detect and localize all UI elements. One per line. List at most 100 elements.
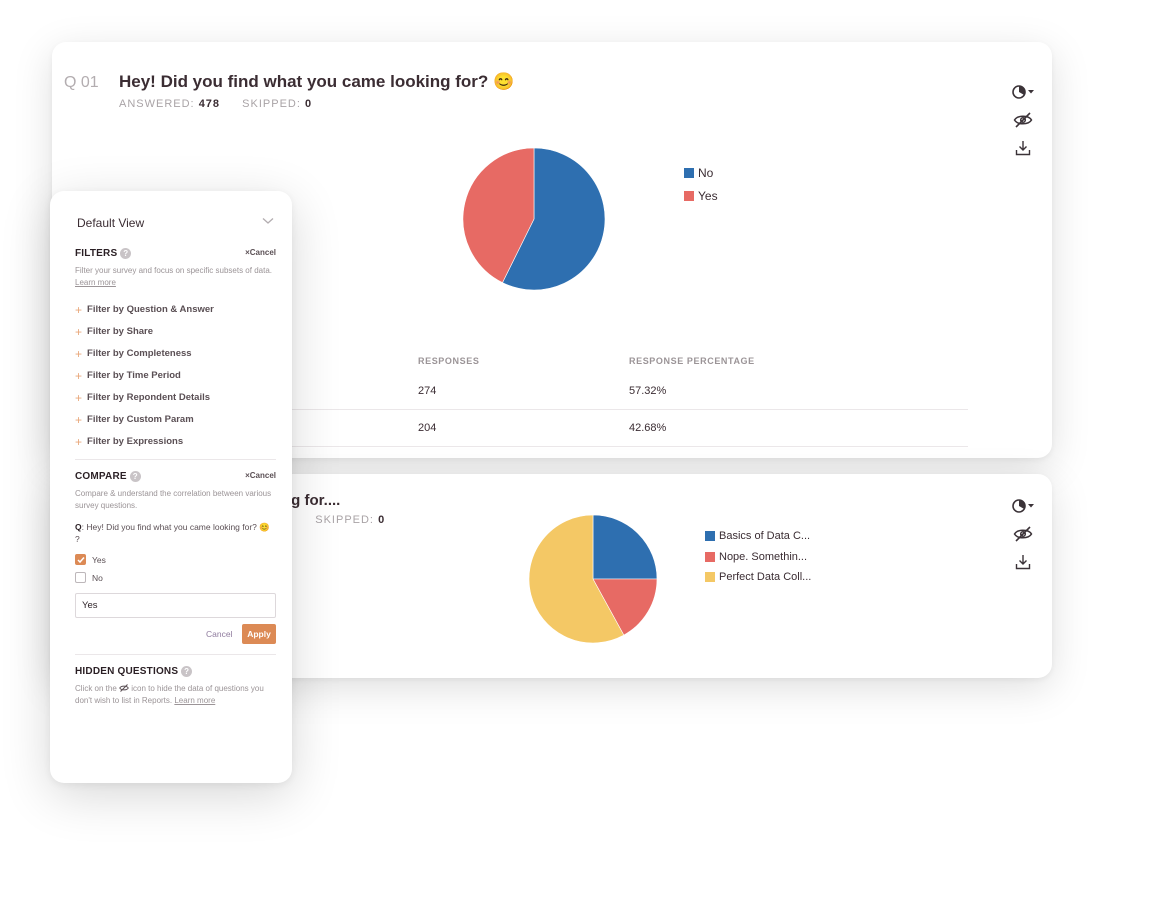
- filter-item[interactable]: + Filter by Share: [75, 324, 154, 339]
- hidden-desc-post: icon to hide the data of questions you d…: [75, 684, 264, 705]
- chart-toolbar: [1010, 492, 1036, 576]
- hide-icon: [1013, 526, 1033, 542]
- chart-type-icon: [1012, 499, 1034, 513]
- hide-question-button[interactable]: [1010, 106, 1036, 134]
- pie-slice-yes[interactable]: [463, 148, 535, 284]
- legend-label: No: [698, 165, 714, 180]
- chart-type-button[interactable]: [1010, 78, 1036, 106]
- help-icon[interactable]: ?: [120, 248, 132, 259]
- table-row: 204 42.68%: [292, 410, 968, 447]
- option-no[interactable]: No: [75, 572, 103, 583]
- download-icon: [1015, 141, 1031, 156]
- row-percentage: 42.68%: [629, 422, 667, 434]
- plus-icon: +: [75, 346, 83, 361]
- checkbox-unchecked[interactable]: [75, 572, 86, 583]
- legend-item[interactable]: Basics of Data C...: [705, 526, 811, 547]
- legend-item[interactable]: Nope. Somethin...: [705, 547, 811, 568]
- skipped-label: SKIPPED:: [242, 98, 301, 110]
- download-button[interactable]: [1010, 134, 1036, 162]
- check-icon: [76, 556, 85, 563]
- filter-item[interactable]: + Filter by Completeness: [75, 346, 192, 361]
- filters-title: FILTERS: [75, 248, 118, 259]
- question-number: Q 01: [64, 74, 99, 91]
- hidden-desc-pre: Click on the: [75, 684, 117, 693]
- filter-panel: Default View FILTERS ? ×Cancel Filter yo…: [50, 191, 292, 783]
- skipped-count: 0: [378, 514, 386, 526]
- filter-label: Filter by Completeness: [87, 348, 192, 359]
- plus-icon: +: [75, 434, 83, 449]
- divider: [75, 654, 276, 655]
- pie-chart-2: [529, 515, 658, 644]
- answer-input[interactable]: Yes: [75, 593, 276, 618]
- filters-cancel-link[interactable]: ×Cancel: [245, 248, 276, 257]
- hidden-questions-heading: HIDDEN QUESTIONS ?: [75, 666, 193, 677]
- chart-type-button[interactable]: [1010, 492, 1036, 520]
- question-stats: ANSWERED: 478 SKIPPED: 0: [119, 98, 312, 110]
- filter-item[interactable]: + Filter by Repondent Details: [75, 390, 211, 405]
- filter-label: Filter by Time Period: [87, 370, 181, 381]
- compare-cancel-link[interactable]: ×Cancel: [245, 471, 276, 480]
- pie-slice-nope-somethin[interactable]: [592, 578, 658, 636]
- cancel-button[interactable]: Cancel: [206, 629, 233, 639]
- legend-swatch: [705, 551, 715, 562]
- hide-question-button[interactable]: [1010, 520, 1036, 548]
- table-header-percentage: RESPONSE PERCENTAGE: [629, 356, 755, 366]
- view-selector[interactable]: Default View: [77, 216, 145, 230]
- filter-label: Filter by Expressions: [87, 436, 184, 447]
- hide-icon: [119, 684, 129, 692]
- legend-item[interactable]: Perfect Data Coll...: [705, 567, 811, 588]
- legend-item[interactable]: No: [684, 161, 718, 184]
- option-label: Yes: [92, 554, 106, 565]
- filters-desc-text: Filter your survey and focus on specific…: [75, 266, 272, 275]
- filter-item[interactable]: + Filter by Expressions: [75, 434, 184, 449]
- row-responses: 274: [418, 385, 437, 397]
- chart-legend-2: Basics of Data C... Nope. Somethin... Perf…: [705, 526, 811, 588]
- plus-icon: +: [75, 302, 83, 317]
- filter-label: Filter by Custom Param: [87, 414, 194, 425]
- question-title: Hey! Did you find what you came looking …: [119, 72, 515, 91]
- compare-title: COMPARE: [75, 471, 127, 482]
- answered-count: 478: [198, 98, 221, 110]
- pie-slice-basics-of-data-c[interactable]: [592, 515, 658, 580]
- chart-type-icon: [1012, 85, 1034, 99]
- question-stats: 3 SKIPPED: 0: [286, 514, 385, 526]
- filter-item[interactable]: + Filter by Question & Answer: [75, 302, 214, 317]
- legend-swatch: [705, 531, 715, 542]
- plus-icon: +: [75, 390, 83, 405]
- hide-icon: [1013, 112, 1033, 128]
- checkbox-checked[interactable]: [75, 554, 86, 565]
- row-responses: 204: [418, 422, 437, 434]
- apply-button[interactable]: Apply: [242, 624, 276, 644]
- filters-heading: FILTERS ?: [75, 248, 132, 259]
- filter-label: Filter by Share: [87, 326, 154, 337]
- question-title: ng for....: [282, 492, 341, 509]
- help-icon[interactable]: ?: [181, 666, 193, 677]
- download-button[interactable]: [1010, 548, 1036, 576]
- legend-label: Nope. Somethin...: [719, 550, 808, 563]
- legend-item[interactable]: Yes: [684, 184, 718, 207]
- legend-label: Basics of Data C...: [719, 530, 811, 543]
- filter-item[interactable]: + Filter by Time Period: [75, 368, 181, 383]
- option-yes[interactable]: Yes: [75, 554, 106, 565]
- divider: [75, 459, 276, 460]
- compare-question-text: : Hey! Did you find what you came lookin…: [75, 522, 270, 544]
- legend-swatch: [684, 167, 694, 178]
- filter-item[interactable]: + Filter by Custom Param: [75, 414, 194, 426]
- chart-legend-1: No Yes: [684, 161, 718, 207]
- plus-icon: +: [75, 324, 83, 339]
- plus-icon: +: [75, 368, 83, 383]
- table-header-responses: RESPONSES: [418, 356, 480, 366]
- chart-toolbar: [1010, 78, 1036, 162]
- chevron-down-icon[interactable]: [262, 217, 274, 225]
- pie-slice-no[interactable]: [502, 148, 606, 291]
- filters-description: Filter your survey and focus on specific…: [75, 265, 280, 289]
- pie-chart-1: [463, 148, 606, 291]
- legend-swatch: [705, 572, 715, 583]
- pie-slice-perfect-data-coll[interactable]: [529, 515, 625, 644]
- hidden-questions-title: HIDDEN QUESTIONS: [75, 666, 179, 677]
- filter-label: Filter by Repondent Details: [87, 392, 211, 403]
- compare-description: Compare & understand the correlation bet…: [75, 489, 272, 510]
- learn-more-link[interactable]: Learn more: [75, 278, 116, 287]
- learn-more-link[interactable]: Learn more: [174, 696, 216, 705]
- help-icon[interactable]: ?: [129, 471, 141, 482]
